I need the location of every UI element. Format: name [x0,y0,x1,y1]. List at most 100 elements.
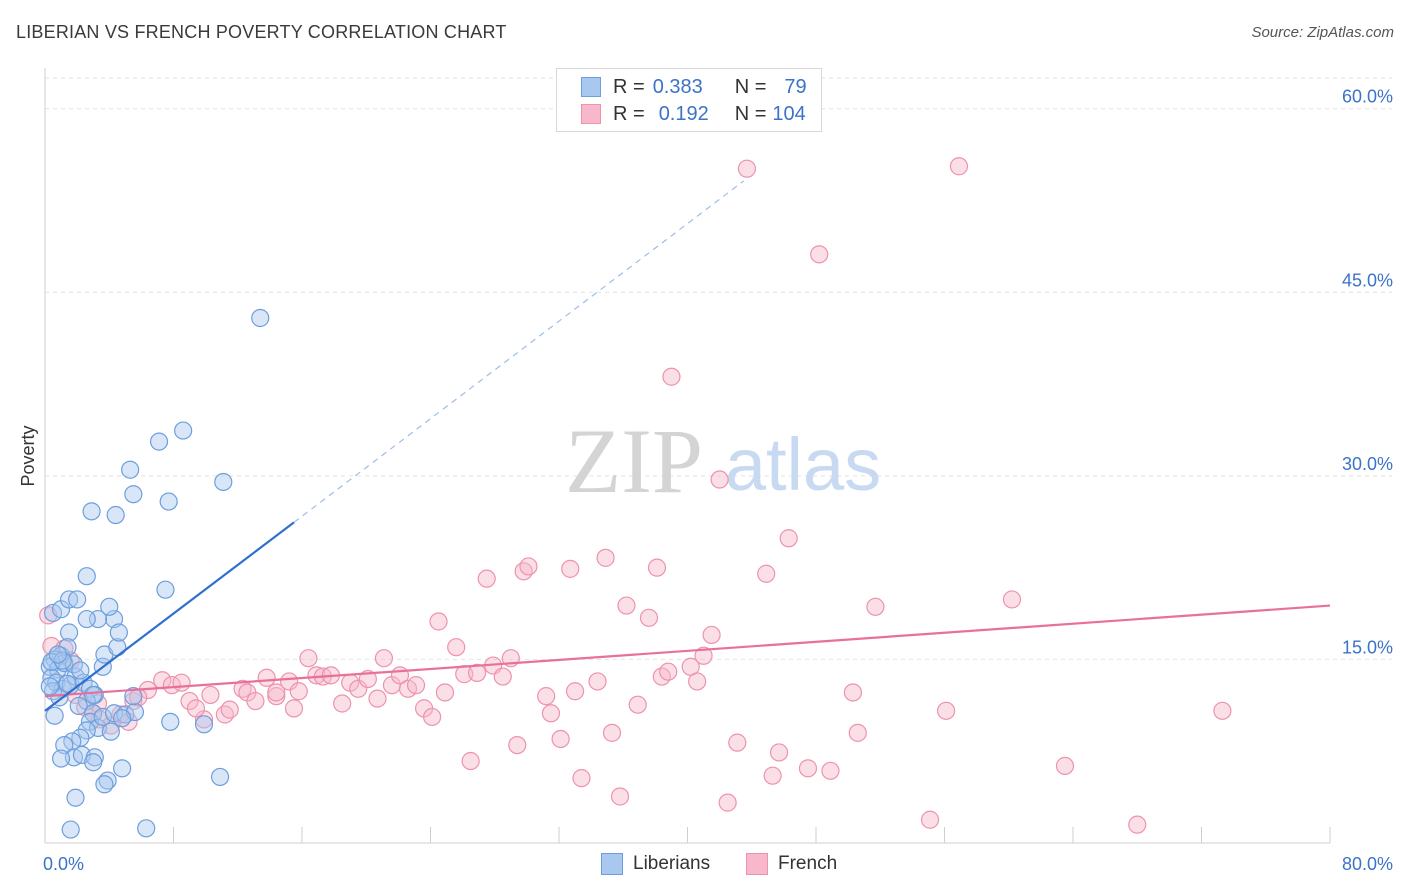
liberian-point [156,580,175,599]
liberian-point [68,590,87,609]
french-point [596,548,615,567]
liberian-points [40,308,270,839]
liberian-point [112,709,132,728]
french-point [220,700,239,719]
french-point [843,683,863,702]
french-point [628,695,647,714]
french-point [561,559,580,578]
legend-item-french[interactable]: French [746,851,837,877]
french-point [180,691,199,711]
liberian-point [61,820,80,839]
liberians-legend-swatch [601,853,623,875]
legend-row-french: R = 0.192 N = 104 [581,101,806,127]
french-point [769,743,789,762]
french-point [1128,815,1147,834]
liberian-point [77,567,96,586]
french-point [639,608,659,627]
liberian-trend-line [44,521,295,712]
r-value: 0.383 [652,75,703,98]
liberian-point [109,623,128,642]
liberian-point [69,696,88,716]
french-point [519,557,538,576]
french-point [368,689,387,708]
french-point [617,596,636,615]
french-point [1002,590,1022,609]
french-point [821,761,840,780]
french-point [937,701,956,720]
french-point [551,729,570,749]
n-label: N = [734,102,767,125]
french-point [333,694,352,713]
french-point [1055,756,1075,776]
french-point [920,810,940,829]
liberian-point [58,674,77,694]
french-point [246,691,265,711]
french-point [257,668,276,687]
french-point [429,612,448,631]
liberian-point [71,661,90,680]
liberian-point [84,685,103,705]
french-point [467,663,487,682]
y-tick-label: 45.0% [1342,270,1393,290]
watermark-atlas: atlas [725,423,881,506]
n-value: 104 [772,102,806,125]
legend-item-liberians[interactable]: Liberians [601,851,710,877]
french-point [688,672,707,691]
french-point [572,769,591,788]
chart-title: LIBERIAN VS FRENCH POVERTY CORRELATION C… [16,22,507,42]
liberian-point [48,645,67,664]
liberian-point [124,485,143,504]
x-tick-label: 0.0% [43,854,84,874]
liberian-point [101,722,120,741]
french-point [763,766,782,785]
y-tick-label: 30.0% [1342,454,1393,474]
r-label: R = [613,102,645,125]
french-point [810,245,829,264]
liberian-point [84,753,103,772]
liberian-point [214,472,233,492]
x-tick-label: 80.0% [1342,854,1393,874]
y-axis-label: Poverty [18,425,38,486]
french-point [447,638,466,657]
grid-lines [45,77,1392,660]
liberian-point [66,788,85,807]
french-point [508,735,527,755]
french-legend-swatch [746,853,768,875]
french-point [588,672,607,691]
liberian-point [106,505,125,525]
liberian-point [77,609,96,629]
french-trend-line [44,604,1331,698]
source-label: Source: ZipAtlas.com [1251,24,1394,41]
french-legend-label: French [778,853,838,874]
french-point [280,672,299,691]
liberians-legend-label: Liberians [633,853,711,874]
french-point [423,707,442,727]
french-point [602,723,622,742]
french-point [662,367,681,386]
french-swatch [581,104,601,124]
liberian-point [149,432,169,451]
french-point [694,646,713,665]
liberian-point [77,721,96,740]
french-point [610,787,630,806]
liberian-point [95,775,114,794]
liberian-point [93,707,112,727]
liberian-point [174,421,193,440]
french-point [866,597,885,616]
liberian-point [137,819,156,838]
liberian-point [194,715,214,734]
french-point [737,159,757,178]
liberians-swatch [581,77,601,97]
french-point [172,673,191,692]
liberian-point [45,706,64,725]
french-point [798,759,818,778]
liberian-point [58,638,77,657]
liberian-point [100,597,119,616]
french-point [186,699,206,718]
french-point [461,751,480,771]
french-point [659,662,678,681]
liberian-point [40,677,59,696]
french-points [39,157,1232,834]
french-point [406,676,426,695]
french-point [541,704,561,723]
